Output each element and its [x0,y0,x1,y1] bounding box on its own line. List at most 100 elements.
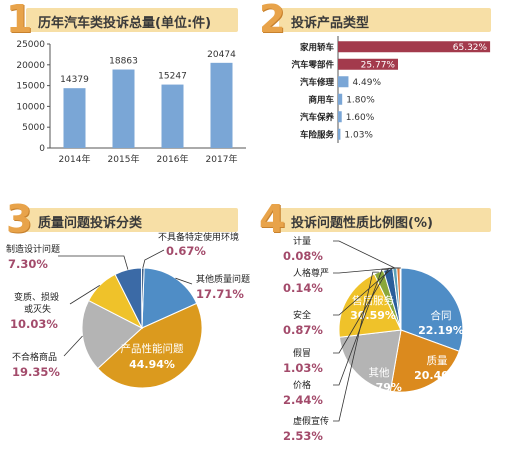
pie-slice-label: 人格尊严 [293,267,329,279]
pie-slice-pct: 19.79% [356,381,402,394]
bar-value-label: 15247 [158,72,187,82]
bar-4 [210,62,233,149]
title-band: 质量问题投诉分类 [26,208,238,232]
pie-slice-label: 其他 [369,366,390,379]
bar-1 [338,41,491,53]
pie-slice-pct: 0.14% [283,281,323,295]
leader-line [142,249,165,269]
pie-slice-pct: 17.71% [196,287,244,301]
leader-line [175,277,193,285]
pie-slice-pct: 0.08% [283,249,323,263]
bar-chart-yearly: 0 5000 10000 15000 20000 25000 14379 2014年 18863… [16,40,246,165]
pie-slice-label: 安全 [293,309,311,321]
pie-slice-label: 不合格商品 [12,351,57,363]
pie-slice-label: 或灭失 [24,303,51,315]
title-band: 投诉问题性质比例图(%) [279,208,491,232]
panel-complaint-totals: 历年汽车类投诉总量(单位:件) 1 0 5000 10000 15000 20000 25… [0,0,253,200]
leader-line [333,240,401,269]
pie-slice-pct: 2.44% [283,393,323,407]
y-tick-label: 25000 [16,40,45,50]
category-label: 汽车修理 [300,77,335,88]
category-label: 汽车保养 [300,112,335,123]
pie-slice-pct: 10.03% [10,317,58,331]
bar-value-label: 1.80% [346,95,375,105]
y-tick-label: 15000 [16,82,45,92]
panel-title: 投诉问题性质比例图(%) [291,216,433,231]
pie-slice-6 [141,267,145,329]
hbar-chart-products: 家用轿车 65.32% 汽车零部件 25.77% 汽车修理 4.49% 商用车 1.80% 汽车… [291,36,491,143]
pie-slice-4 [338,273,402,338]
pie-slice-1 [400,267,464,352]
bar-5 [338,111,342,123]
pie-slice-pct: 2.53% [283,429,323,443]
pie-slice-3 [338,329,402,392]
bar-value-label: 4.49% [352,78,381,88]
pie-slice-label: 不具备特定使用环境 [158,231,239,243]
leader-line [58,255,129,270]
leader-line [63,335,83,357]
pie-slice-pct: 22.19% [418,324,464,337]
bar-value-label: 65.32% [453,43,488,53]
panel-number: 1 [6,0,33,41]
pie-slice-label: 售后服务 [352,294,394,307]
bar-6 [338,128,341,140]
pie-slice-pct: 1.03% [283,361,323,375]
bar-2 [112,69,135,148]
bar-value-label: 1.60% [346,113,375,123]
category-label: 家用轿车 [300,42,335,53]
x-tick-label: 2014年 [59,153,91,165]
pie-slice-label: 质量 [427,355,448,367]
pie-slice-pct: 20.40% [414,369,460,382]
pie-slice-pct: 0.67% [166,244,206,258]
pie-slice-label: 假冒 [293,348,311,359]
bar-value-label: 18863 [109,57,138,67]
panel-issue-nature: 投诉问题性质比例图(%) 4 售后服务 30.59% 合同 22.19% 质量 20.40… [253,200,507,468]
panel-title: 历年汽车类投诉总量(单位:件) [38,16,212,31]
pie-slice-label: 价格 [293,379,311,391]
bar-4 [338,93,343,105]
bar-3 [161,84,184,148]
category-label: 汽车零部件 [291,59,334,70]
y-tick-label: 0 [39,144,45,154]
x-tick-label: 2015年 [108,153,140,165]
pie-slice-label: 合同 [431,309,452,322]
panel-number: 4 [259,197,286,241]
leader-line [333,271,379,422]
pie-slice-label: 其他质量问题 [196,273,250,285]
bar-value-label: 25.77% [361,60,396,70]
panel-title: 质量问题投诉分类 [38,216,143,231]
bar-3 [338,76,349,88]
pie-slice-pct: 44.94% [129,358,175,371]
y-tick-label: 10000 [16,102,45,112]
panel-product-types: 投诉产品类型 2 家用轿车 65.32% 汽车零部件 25.77% 汽车修理 4.49% 商… [253,0,507,200]
y-tick-label: 20000 [16,61,45,71]
pie-slice-2 [97,302,203,389]
category-label: 车险服务 [300,129,335,140]
pie-slice-label: 虚假宣传 [293,415,329,427]
pie-slice-pct: 30.59% [350,309,396,322]
x-tick-label: 2017年 [206,153,238,165]
y-tick-label: 5000 [22,123,45,133]
pie-slice-label: 产品性能问题 [121,342,184,355]
panel-quality-issues: 质量问题投诉分类 3 产品性能问题 44.94% 其他质量问题 17.71% 不具备特定… [0,200,253,468]
bar-1 [63,88,86,148]
panel-number: 3 [6,197,33,241]
bar-value-label: 1.03% [344,130,373,140]
x-tick-label: 2016年 [157,153,189,165]
pie-slice-label: 制造设计问题 [6,243,60,255]
pie-slice-pct: 7.30% [8,257,48,271]
title-band: 投诉产品类型 [279,8,491,32]
leader-line [69,285,100,305]
leader-line [333,267,399,316]
panel-number: 2 [259,0,286,41]
panel-title: 投诉产品类型 [291,16,370,31]
category-label: 商用车 [308,94,334,105]
pie-slice-1 [141,267,198,329]
pie-slice-label: 变质、损毁 [14,291,59,303]
pie-slice-label: 计量 [293,235,311,247]
bar-value-label: 20474 [207,50,236,60]
title-band: 历年汽车类投诉总量(单位:件) [26,8,238,32]
bar-2 [338,58,399,70]
pie-slice-2 [389,329,460,393]
